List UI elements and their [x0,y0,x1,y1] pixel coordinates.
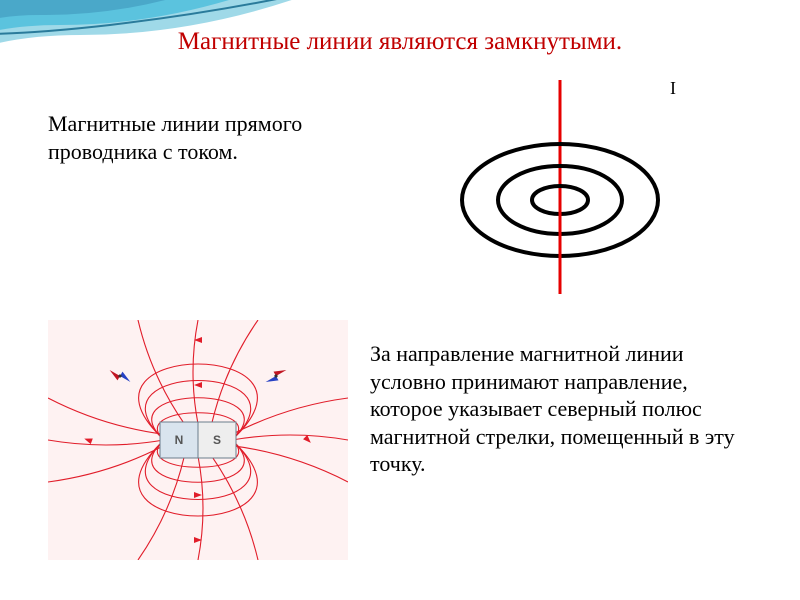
figure-bar-magnet: NS [48,320,348,560]
slide-title: Магнитные линии являются замкнутыми. [0,28,800,56]
current-label: I [670,78,676,98]
svg-text:S: S [213,433,221,447]
caption-direction: За направление магнитной линии условно п… [370,340,760,478]
svg-text:N: N [175,433,184,447]
bar-magnet: NS [160,422,236,458]
figure-conductor-rings: I [380,70,740,300]
caption-conductor: Магнитные линии прямого проводника с ток… [48,110,348,165]
